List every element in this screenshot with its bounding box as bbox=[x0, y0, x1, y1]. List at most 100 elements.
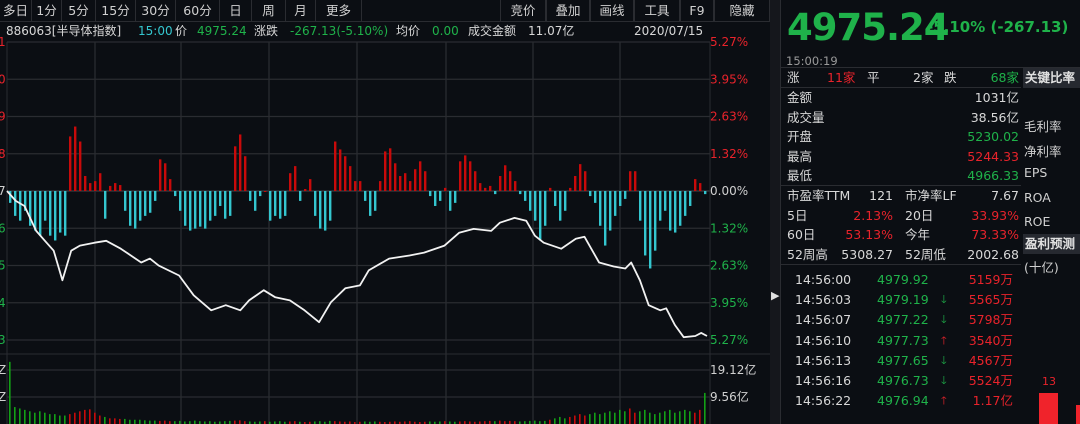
volume-bar bbox=[639, 411, 641, 424]
down-bar bbox=[429, 191, 432, 197]
down-bar bbox=[179, 191, 182, 211]
up-bar bbox=[419, 161, 422, 191]
volume-bar bbox=[169, 421, 171, 424]
intraday-chart[interactable]: 5.27% 3.95% 2.63% 1.32% 0.00% 1.32% 2.63% 3.95%… bbox=[0, 0, 770, 424]
volume-bar bbox=[339, 421, 341, 424]
turnover-value: 11.07亿 bbox=[528, 24, 575, 38]
tool-button[interactable]: 工具 bbox=[634, 0, 680, 22]
big-price: 4975.24 bbox=[787, 6, 950, 49]
up-bar bbox=[514, 181, 517, 191]
volume-bar bbox=[629, 408, 631, 424]
volume-bar bbox=[149, 420, 151, 424]
down-bar bbox=[639, 191, 642, 221]
volume-bar bbox=[589, 414, 591, 424]
up-bar bbox=[414, 169, 417, 191]
volume-bar bbox=[234, 420, 236, 424]
volume-bar bbox=[304, 422, 306, 424]
volume-bar bbox=[74, 412, 76, 424]
period-tab[interactable]: 周 bbox=[252, 0, 286, 22]
period-tab[interactable]: 多日 bbox=[0, 0, 32, 22]
period-tab[interactable]: 月 bbox=[286, 0, 316, 22]
pct-axis-label: 0.00% bbox=[710, 184, 748, 198]
down-bar bbox=[659, 191, 662, 221]
period-tab[interactable]: 60分 bbox=[176, 0, 220, 22]
up-bar bbox=[289, 173, 292, 191]
down-bar bbox=[194, 191, 197, 229]
tick-price: 4976.94 bbox=[877, 393, 929, 409]
volume-bar bbox=[599, 414, 601, 424]
stat-row: 最低 4966.33 bbox=[787, 166, 1019, 185]
volume-bar bbox=[614, 412, 616, 424]
volume-bar bbox=[229, 420, 231, 424]
tool-button[interactable]: 叠加 bbox=[546, 0, 590, 22]
period-tab[interactable]: 更多 bbox=[316, 0, 362, 22]
arrow-down-icon: 🡓 bbox=[941, 374, 947, 387]
volume-bar bbox=[654, 414, 656, 424]
tick-volume: 1.17亿 bbox=[972, 393, 1013, 409]
up-bar bbox=[94, 181, 97, 191]
volume-bar bbox=[649, 412, 651, 424]
down-bar bbox=[544, 191, 547, 226]
valuation-row: 60日 53.13% 今年 73.33% bbox=[787, 225, 1019, 244]
down-bar bbox=[254, 191, 257, 211]
forecast-header[interactable]: 盈利预测 bbox=[1023, 234, 1080, 254]
volume-bar bbox=[469, 421, 471, 424]
tick-row: 14:56:22 4976.94 🡑 1.17亿 bbox=[795, 391, 1013, 411]
down-bar bbox=[199, 191, 202, 227]
stat-value: 4966.33 bbox=[967, 168, 1019, 183]
volume-bar bbox=[244, 421, 246, 424]
down-bar bbox=[134, 191, 137, 229]
volume-bar bbox=[274, 421, 276, 424]
tool-button[interactable]: 画线 bbox=[590, 0, 634, 22]
stat-label: 最高 bbox=[787, 148, 813, 164]
stat-value: 5244.33 bbox=[967, 148, 1019, 164]
up-bar bbox=[584, 171, 587, 191]
forecast-unit: (十亿) bbox=[1024, 260, 1059, 275]
down-label: 跌 bbox=[944, 70, 957, 85]
volume-bar bbox=[494, 421, 496, 424]
volume-bar bbox=[659, 412, 661, 424]
period-tab[interactable]: 5分 bbox=[62, 0, 96, 22]
pct-axis-label: 1.32% bbox=[710, 221, 748, 235]
quote-info-bar: 886063[半导体指数] 15:00 价 4975.24 涨跌 -267.13… bbox=[0, 22, 770, 40]
volume-bar bbox=[364, 421, 366, 424]
period-tab[interactable]: 1分 bbox=[32, 0, 62, 22]
tick-volume: 5524万 bbox=[968, 373, 1013, 388]
volume-bar bbox=[444, 421, 446, 424]
volume-bar bbox=[474, 421, 476, 424]
expand-arrow-icon[interactable]: ▶ bbox=[771, 289, 780, 302]
tool-button[interactable]: F9 bbox=[680, 0, 714, 22]
volume-bar bbox=[344, 421, 346, 424]
tool-button[interactable]: 隐藏 bbox=[714, 0, 770, 22]
volume-bar bbox=[539, 421, 541, 424]
down-bar bbox=[534, 191, 537, 221]
down-bar bbox=[524, 191, 527, 201]
period-tab[interactable]: 日 bbox=[220, 0, 252, 22]
volume-bar bbox=[79, 411, 81, 424]
key-ratios-header[interactable]: 关键比率 bbox=[1023, 68, 1080, 88]
down-bar bbox=[299, 191, 302, 201]
tick-time: 14:56:22 bbox=[795, 393, 852, 409]
panel-splitter[interactable]: ▶ bbox=[770, 0, 780, 424]
volume-bar bbox=[624, 411, 626, 424]
down-bar bbox=[559, 191, 562, 221]
volume-bar bbox=[604, 412, 606, 424]
volume-bar bbox=[434, 421, 436, 424]
volume-bar bbox=[289, 421, 291, 424]
volume-bar bbox=[144, 420, 146, 424]
down-bar bbox=[184, 191, 187, 226]
volume-bar bbox=[99, 415, 101, 424]
period-tab[interactable]: 30分 bbox=[136, 0, 176, 22]
down-bar bbox=[54, 191, 57, 241]
change-value: -267.13(-5.10%) bbox=[290, 24, 389, 38]
down-bar bbox=[144, 191, 147, 216]
down-bar bbox=[39, 191, 42, 236]
flat-label: 平 bbox=[867, 70, 880, 85]
volume-bar bbox=[179, 420, 181, 424]
down-bar bbox=[224, 191, 227, 219]
valuation-row: 52周高 5308.27 52周低 2002.68 bbox=[787, 245, 1019, 264]
tool-button[interactable]: 竞价 bbox=[500, 0, 546, 22]
tick-volume: 5565万 bbox=[968, 292, 1013, 308]
volume-bar bbox=[669, 409, 671, 424]
period-tab[interactable]: 15分 bbox=[96, 0, 136, 22]
